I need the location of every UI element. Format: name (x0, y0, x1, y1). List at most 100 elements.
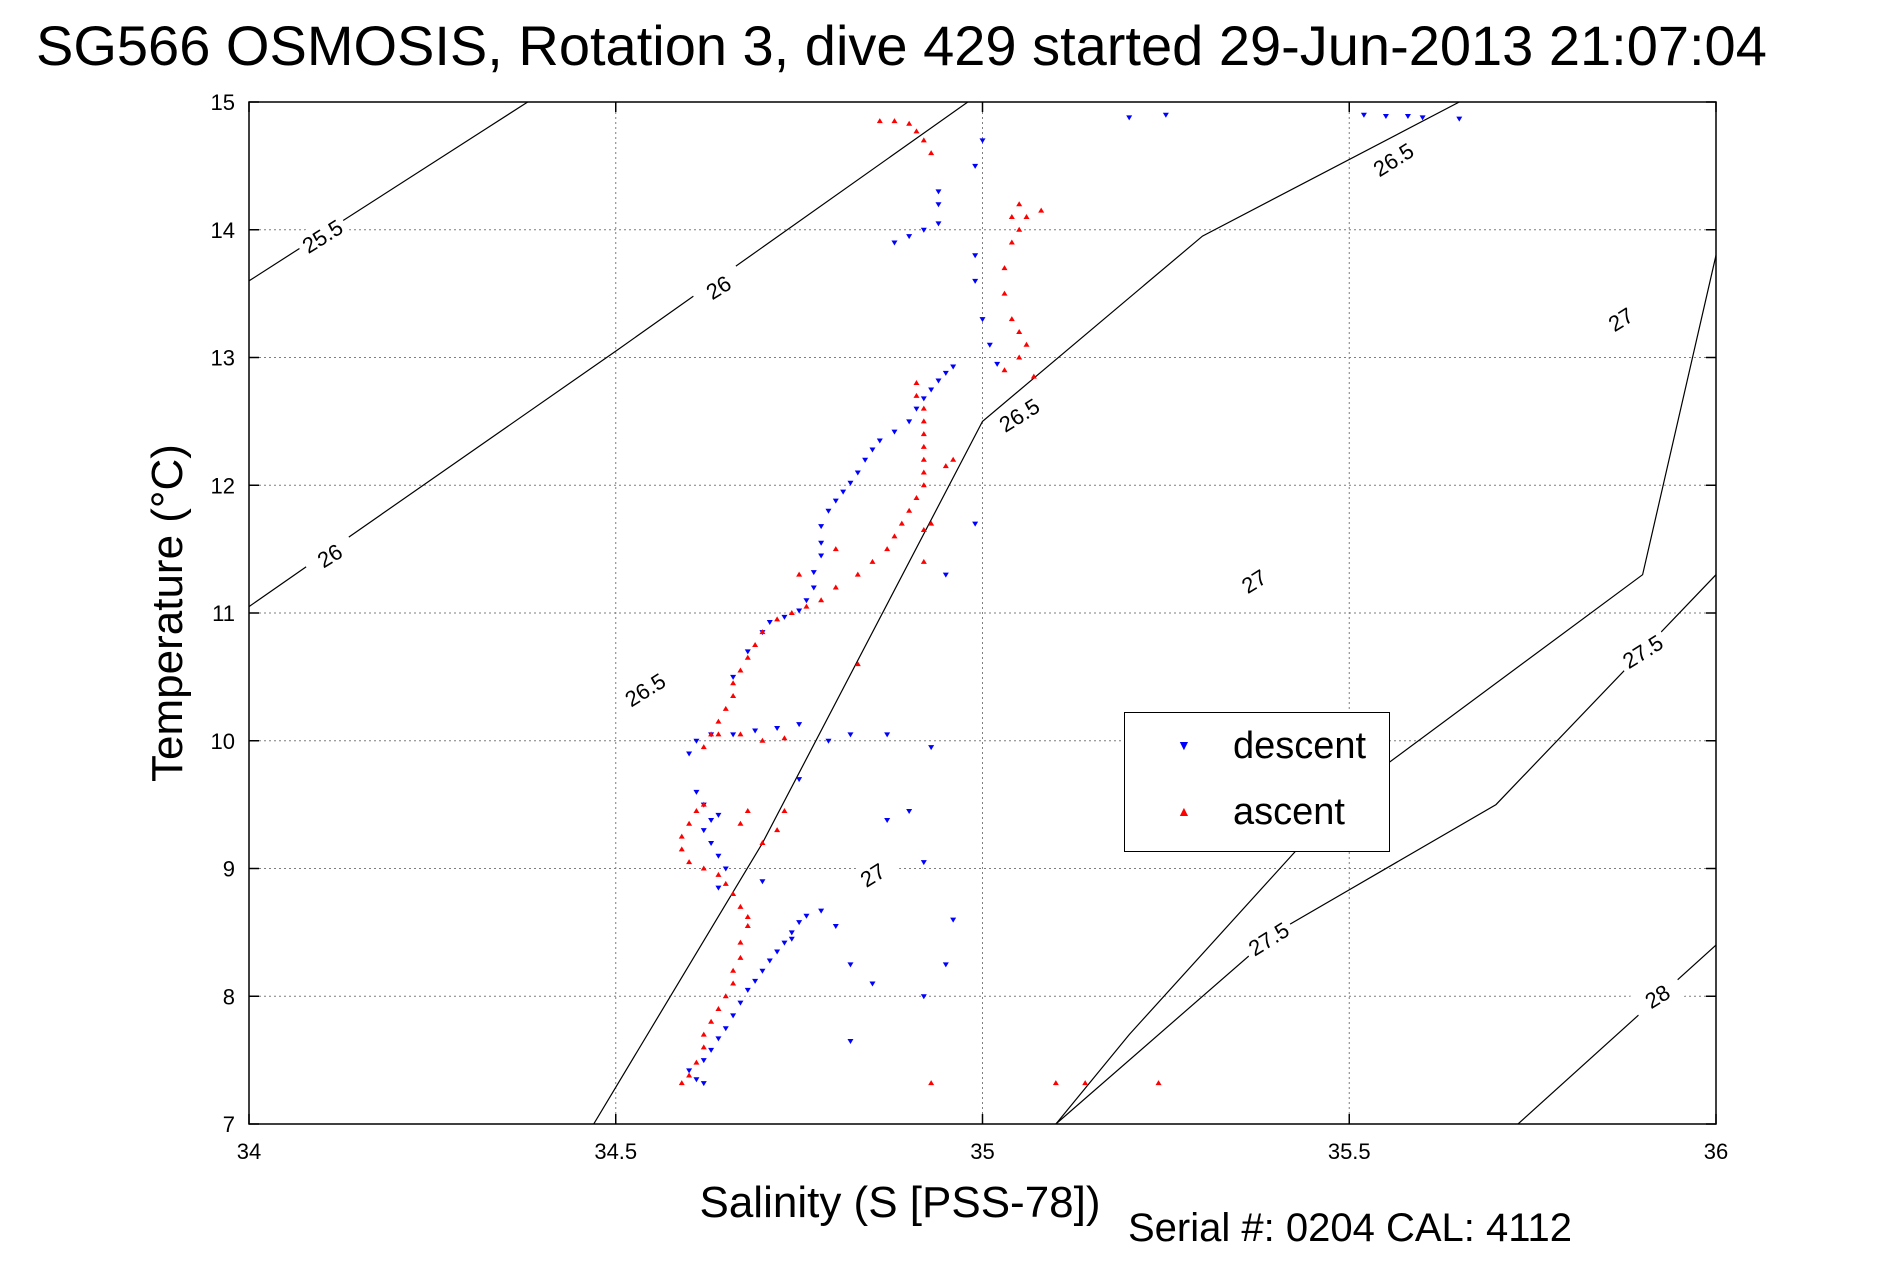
ascent-point (715, 1006, 722, 1012)
descent-point (920, 994, 927, 1000)
ascent-point (913, 128, 920, 134)
descent-point (942, 572, 949, 578)
ascent-point (913, 380, 920, 386)
ascent-series (678, 118, 1162, 1086)
descent-point (869, 981, 876, 987)
descent-point (788, 936, 795, 942)
ascent-point (752, 641, 759, 647)
contour-label-bg (292, 210, 352, 262)
ascent-point (906, 507, 913, 513)
descent-point (832, 498, 839, 504)
descent-point (935, 202, 942, 208)
descent-point (862, 457, 869, 463)
ascent-point (913, 495, 920, 501)
descent-point (847, 732, 854, 738)
ascent-point (693, 808, 700, 814)
y-tick-label: 12 (211, 473, 235, 498)
ascent-point (715, 731, 722, 737)
ascent-point (898, 520, 905, 526)
descent-point (847, 962, 854, 968)
descent-point (708, 817, 715, 823)
descent-point (730, 1013, 737, 1019)
contour-label-bg (688, 261, 748, 313)
ascent-point (1008, 316, 1015, 322)
ascent-point (730, 680, 737, 686)
descent-point (1404, 114, 1411, 120)
ascent-point (1001, 367, 1008, 373)
ascent-point (1052, 1080, 1059, 1086)
ascent-point (737, 667, 744, 673)
descent-marker-icon: ▼ (1177, 737, 1191, 753)
ascent-point (913, 392, 920, 398)
descent-point (920, 227, 927, 233)
y-tick-label: 8 (223, 984, 235, 1009)
y-tick-label: 10 (211, 729, 235, 754)
ascent-point (876, 118, 883, 124)
descent-point (884, 732, 891, 738)
ascent-point (942, 463, 949, 469)
ascent-point (832, 584, 839, 590)
contour-label-bg (1591, 293, 1651, 345)
ascent-point (708, 731, 715, 737)
descent-point (847, 480, 854, 486)
ascent-point (1038, 207, 1045, 213)
ascent-point (737, 820, 744, 826)
descent-point (752, 728, 759, 734)
descent-point (818, 524, 825, 530)
ascent-point (1001, 290, 1008, 296)
descent-point (994, 361, 1001, 367)
grid-lines (249, 102, 1716, 1124)
descent-point (1419, 115, 1426, 121)
y-tick-label: 15 (211, 90, 235, 115)
descent-point (906, 809, 913, 815)
ascent-point (920, 431, 927, 437)
descent-point (744, 987, 751, 993)
contour-label-bg (843, 849, 902, 901)
descent-point (928, 745, 935, 751)
descent-point (972, 278, 979, 284)
descent-point (744, 649, 751, 655)
descent-point (693, 1077, 700, 1083)
legend: ▼ descent ▲ ascent (1124, 712, 1390, 852)
ascent-point (950, 456, 957, 462)
ascent-point (774, 616, 781, 622)
ascent-point (686, 859, 693, 865)
y-axis-label: Temperature (°C) (143, 444, 192, 782)
descent-point (722, 1026, 729, 1032)
descent-point (928, 387, 935, 393)
contour-label-bg (615, 663, 675, 716)
descent-point (715, 812, 722, 818)
descent-series (686, 112, 1463, 1087)
descent-point (730, 732, 737, 738)
legend-item-ascent: ▲ ascent (1125, 787, 1389, 837)
y-tick-label: 7 (223, 1112, 235, 1137)
descent-point (979, 317, 986, 323)
descent-point (818, 553, 825, 559)
descent-point (781, 614, 788, 620)
contour-label-bg (1363, 133, 1423, 186)
ascent-point (700, 801, 707, 807)
descent-point (686, 751, 693, 757)
ascent-point (920, 405, 927, 411)
descent-point (737, 1000, 744, 1006)
contour-label-bg (1224, 555, 1284, 607)
ascent-marker-icon: ▲ (1177, 803, 1191, 819)
contour-label-bg (1627, 970, 1687, 1022)
descent-point (818, 540, 825, 546)
descent-point (700, 1081, 707, 1087)
ascent-point (693, 1059, 700, 1065)
descent-point (825, 508, 832, 514)
x-axis-label: Salinity (S [PSS-78]) (699, 1178, 1100, 1227)
ascent-point (774, 827, 781, 833)
descent-point (884, 817, 891, 823)
ascent-point (700, 865, 707, 871)
y-tick-label: 9 (223, 857, 235, 882)
descent-point (766, 619, 773, 625)
ascent-point (744, 914, 751, 920)
ascent-point (744, 808, 751, 814)
descent-point (796, 722, 803, 728)
ascent-point (928, 520, 935, 526)
contour-label-bg (1239, 913, 1299, 965)
ascent-point (818, 597, 825, 603)
